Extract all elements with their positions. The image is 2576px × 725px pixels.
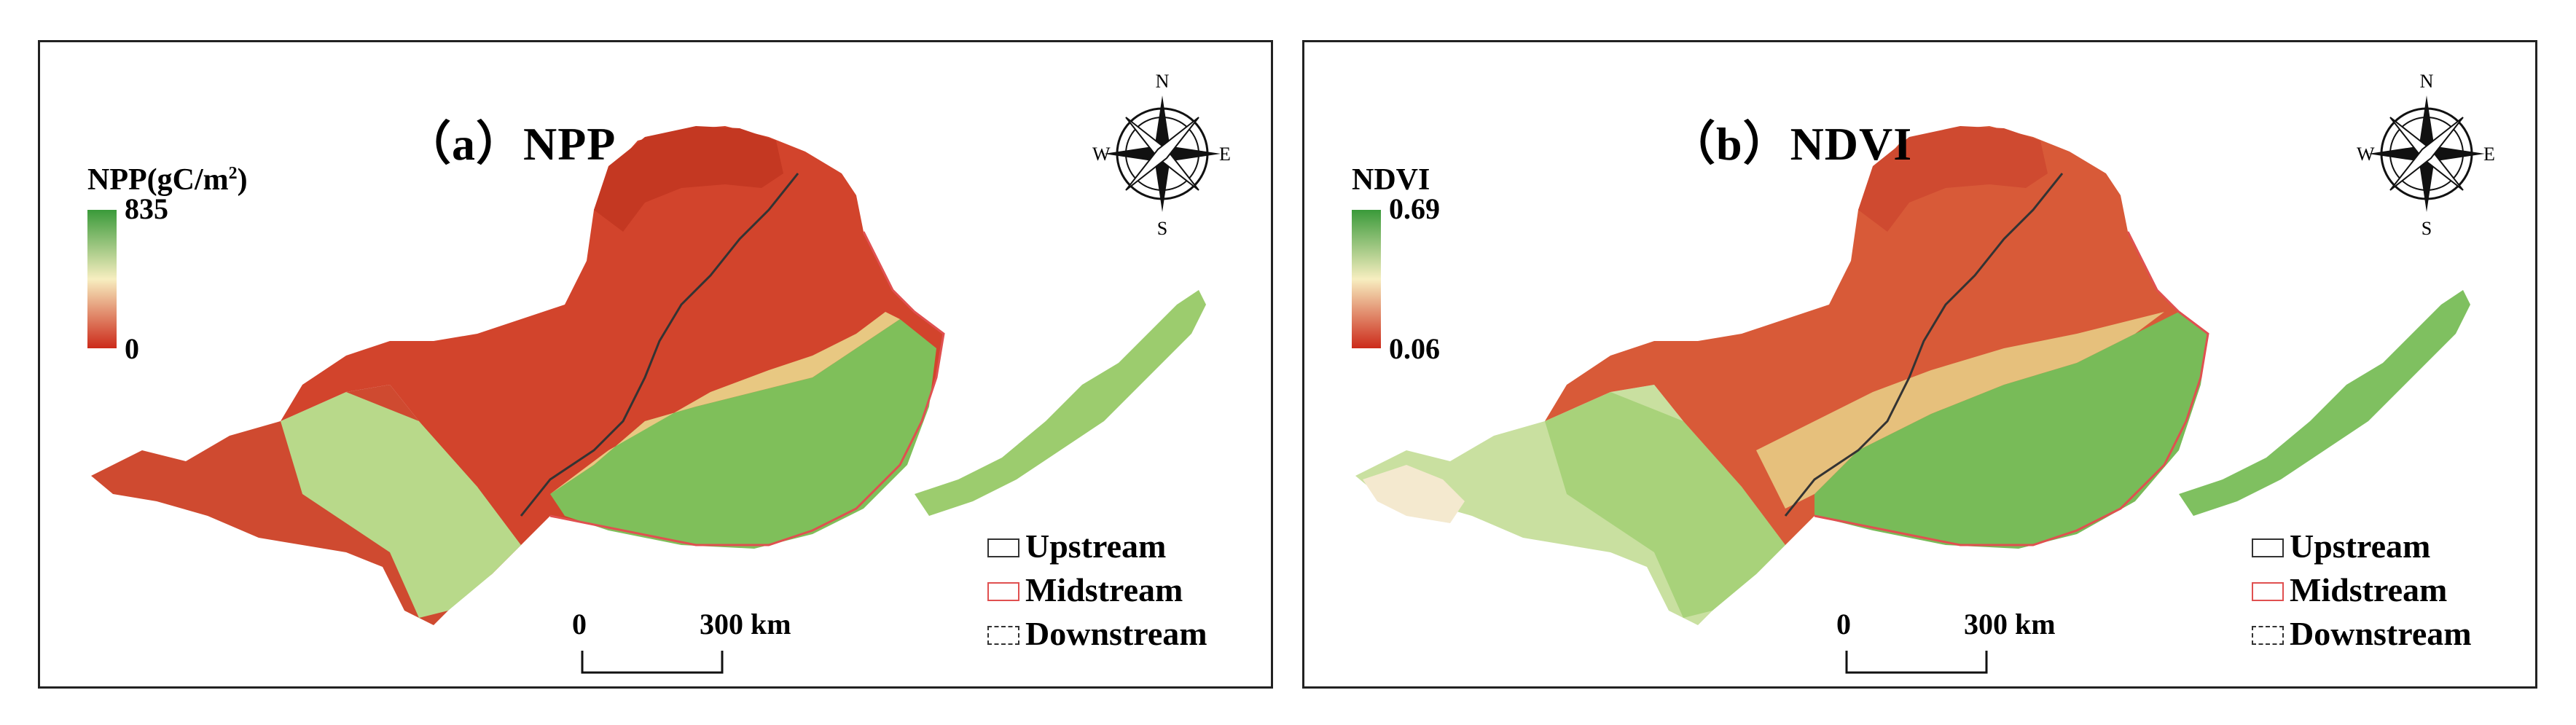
midstream-outline (549, 231, 945, 546)
midstream-label: Midstream (1025, 571, 1183, 608)
midstream-outline (1814, 231, 2209, 546)
scale-bar: 0 300 km (572, 607, 864, 686)
scale-end-label: 300 km (1964, 608, 2056, 640)
compass-n: N (2420, 71, 2434, 92)
compass-e: E (2483, 144, 2495, 165)
region-transition (1756, 312, 2164, 509)
upstream-label: Upstream (2290, 528, 2431, 565)
basin-map (1355, 126, 2470, 625)
midstream-swatch (987, 582, 1019, 601)
scale-zero-label: 0 (1836, 608, 1851, 640)
ramp-max-label: 835 (125, 192, 168, 225)
midstream-label: Midstream (2290, 571, 2448, 608)
upstream-midstream-boundary (1784, 173, 2064, 517)
scale-line (581, 651, 724, 674)
ramp-max-label: 0.69 (1389, 192, 1440, 225)
region-upstream-green (1545, 392, 1785, 618)
region-downstream (915, 290, 1206, 516)
region-downstream (2179, 290, 2470, 516)
ramp-min-label: 0 (125, 332, 139, 365)
region-midstream-green (1814, 312, 2208, 549)
basin-map (91, 126, 1206, 625)
region-transition (550, 312, 900, 494)
compass-rose-icon: N S W E (2357, 71, 2495, 238)
upstream-midstream-boundary (520, 173, 799, 517)
region-north-loop (594, 126, 783, 232)
scale-end-label: 300 km (700, 608, 791, 640)
downstream-swatch (2252, 626, 2284, 645)
downstream-label: Downstream (2290, 615, 2472, 652)
ramp-legend-title: NDVI (1352, 163, 1430, 197)
scale-zero-label: 0 (572, 608, 587, 640)
map-panel-npp: （a）NPP NPP(gC/m2) 835 0 N S W E Upstream… (38, 40, 1273, 689)
upstream-swatch (987, 538, 1019, 557)
midstream-swatch (2252, 582, 2284, 601)
ramp-legend-title: NPP(gC/m2) (87, 163, 248, 197)
downstream-label: Downstream (1025, 615, 1207, 652)
region-north-loop (1858, 126, 2048, 232)
region-midstream-green (550, 319, 936, 549)
region-upstream-green (281, 392, 521, 618)
compass-s: S (2422, 218, 2432, 238)
scale-line (1845, 651, 1988, 674)
color-ramp (87, 210, 117, 348)
downstream-swatch (987, 626, 1019, 645)
upstream-label: Upstream (1025, 528, 1167, 565)
compass-n: N (1156, 71, 1170, 92)
compass-e: E (1219, 144, 1231, 165)
compass-s: S (1157, 218, 1167, 238)
color-ramp (1352, 210, 1381, 348)
panel-title: （b）NDVI (1669, 118, 1913, 170)
compass-rose-icon: N S W E (1092, 71, 1231, 238)
upstream-swatch (2252, 538, 2284, 557)
region-upstream-white (1363, 465, 1465, 523)
scale-bar: 0 300 km (1836, 607, 2128, 686)
ramp-min-label: 0.06 (1389, 332, 1440, 365)
panel-title: （a）NPP (404, 118, 616, 170)
map-panel-ndvi: （b）NDVI NDVI 0.69 0.06 N S W E Upstream … (1302, 40, 2537, 689)
